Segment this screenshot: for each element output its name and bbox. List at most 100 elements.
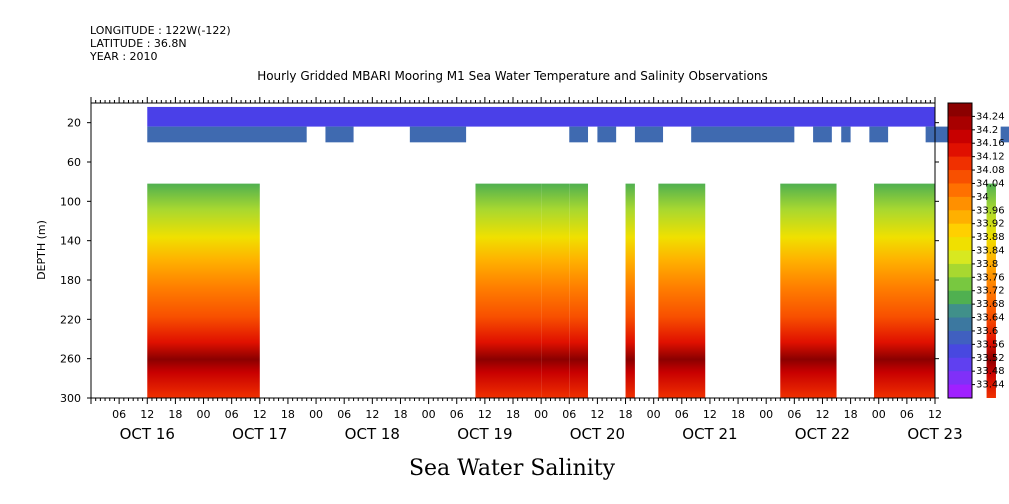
colorbar-swatch	[948, 170, 972, 184]
colorbar-swatch	[948, 304, 972, 319]
colorbar-label: 33.6	[976, 326, 998, 337]
x-tick-label: 00	[422, 408, 436, 421]
colorbar-label: 33.84	[976, 246, 1005, 257]
colorbar-label: 33.52	[976, 353, 1005, 364]
colorbar-swatch	[948, 357, 972, 372]
colorbar-label: 34.2	[976, 125, 998, 136]
x-tick-label: 18	[731, 408, 745, 421]
plot-title: Hourly Gridded MBARI Mooring M1 Sea Wate…	[257, 69, 768, 83]
longitude-label: LONGITUDE : 122W(-122)	[90, 24, 231, 37]
colorbar-swatch	[948, 196, 972, 211]
x-tick-label: 00	[759, 408, 773, 421]
x-tick-label: 00	[309, 408, 323, 421]
colorbar-swatch	[948, 143, 972, 158]
x-tick-label: 06	[900, 408, 914, 421]
colorbar-swatch	[948, 371, 972, 386]
colorbar-label: 34.16	[976, 138, 1005, 149]
colorbar: 34.24 34.2 34.16 34.12 34.08 34.04 34 33.96 33.9…	[947, 102, 1005, 399]
y-axis-label: DEPTH (m)	[35, 220, 48, 280]
colorbar-swatch	[948, 156, 972, 171]
x-tick-label: 12	[253, 408, 267, 421]
axes: 20 60 100 140 180 220 260 300 06 12 18 00 06 12 18 00 06…	[60, 97, 963, 443]
colorbar-swatch	[948, 129, 972, 144]
colorbar-label: 33.72	[976, 286, 1005, 297]
colorbar-swatch	[948, 384, 972, 399]
x-tick-label: 18	[506, 408, 520, 421]
colorbar-swatch	[948, 263, 972, 278]
surface-band-segment	[841, 126, 851, 143]
x-tick-label: 06	[225, 408, 239, 421]
colorbar-label: 33.76	[976, 272, 1005, 283]
colorbar-label: 34.04	[976, 178, 1005, 189]
colorbar-swatch	[948, 250, 972, 265]
x-tick-label: 06	[337, 408, 351, 421]
x-tick-label: 06	[562, 408, 576, 421]
x-day-label: OCT 16	[120, 425, 175, 443]
colorbar-swatch	[948, 277, 972, 292]
deep-data-block	[475, 183, 542, 398]
x-day-label: OCT 20	[570, 425, 625, 443]
deep-data-block	[986, 183, 996, 398]
colorbar-label: 33.8	[976, 259, 998, 270]
y-tick-label: 260	[60, 353, 81, 366]
x-tick-label: 18	[393, 408, 407, 421]
plot-area	[147, 106, 1009, 398]
y-tick-label: 180	[60, 274, 81, 287]
x-tick-label: 12	[590, 408, 604, 421]
colorbar-label: 34	[976, 192, 989, 203]
colorbar-swatch	[948, 330, 972, 345]
x-tick-label: 00	[647, 408, 661, 421]
x-tick-label: 06	[450, 408, 464, 421]
colorbar-label: 33.96	[976, 205, 1005, 216]
colorbar-swatch	[948, 237, 972, 251]
x-tick-label: 00	[197, 408, 211, 421]
y-tick-label: 60	[67, 156, 81, 169]
colorbar-label: 34.12	[976, 152, 1005, 163]
colorbar-label: 34.08	[976, 165, 1005, 176]
x-tick-label: 06	[787, 408, 801, 421]
surface-band-upper	[147, 106, 935, 127]
colorbar-swatch	[948, 223, 972, 238]
surface-band-segment	[597, 126, 617, 143]
variable-title: Sea Water Salinity	[409, 456, 616, 481]
x-tick-label: 12	[478, 408, 492, 421]
y-tick-label: 300	[60, 392, 81, 405]
deep-data-block	[625, 183, 635, 398]
x-tick-label: 18	[281, 408, 295, 421]
surface-band-segment	[691, 126, 795, 143]
x-tick-label: 12	[365, 408, 379, 421]
surface-band-segment	[925, 126, 954, 143]
x-tick-label: 18	[168, 408, 182, 421]
x-tick-label: 00	[872, 408, 886, 421]
colorbar-swatch	[948, 103, 972, 117]
deep-data-block	[874, 183, 935, 398]
colorbar-swatch	[948, 317, 972, 332]
colorbar-swatch	[948, 116, 972, 131]
colorbar-label: 33.44	[976, 380, 1005, 391]
y-tick-label: 220	[60, 313, 81, 326]
x-day-label: OCT 17	[232, 425, 287, 443]
x-tick-label: 12	[703, 408, 717, 421]
colorbar-label: 33.56	[976, 339, 1005, 350]
x-tick-label: 06	[112, 408, 126, 421]
x-day-label: OCT 22	[795, 425, 850, 443]
colorbar-label: 33.68	[976, 299, 1005, 310]
surface-band-segment	[1000, 126, 1009, 143]
colorbar-swatch	[948, 290, 972, 305]
surface-band-segment	[569, 126, 589, 143]
colorbar-label: 33.92	[976, 219, 1005, 230]
latitude-label: LATITUDE : 36.8N	[90, 37, 187, 50]
colorbar-swatch	[948, 210, 972, 225]
y-tick-label: 100	[60, 195, 81, 208]
colorbar-label: 33.88	[976, 232, 1005, 243]
colorbar-swatch	[948, 344, 972, 359]
surface-band-segment	[869, 126, 889, 143]
x-tick-label: 18	[844, 408, 858, 421]
colorbar-label: 34.24	[976, 111, 1005, 122]
y-tick-label: 140	[60, 235, 81, 248]
colorbar-label: 33.48	[976, 366, 1005, 377]
x-day-label: OCT 19	[457, 425, 512, 443]
surface-band-segment	[409, 126, 467, 143]
x-day-label: OCT 23	[907, 425, 962, 443]
